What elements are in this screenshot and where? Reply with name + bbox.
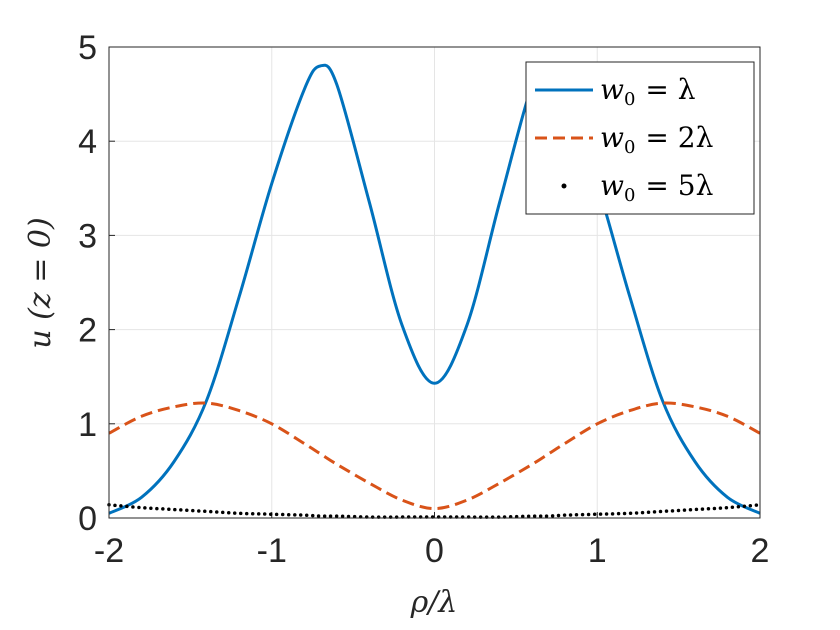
- legend-label-w0-lambda: w0 = λ: [600, 73, 696, 110]
- y-tick-labels: 0 1 2 3 4 5: [78, 29, 97, 538]
- series-line-1: [108, 401, 761, 511]
- legend-label-w0-5lambda: w0 = 5λ: [600, 169, 713, 206]
- x-tick-label: 2: [751, 532, 770, 570]
- x-tick-label: -2: [94, 532, 124, 570]
- y-tick-label: 3: [78, 217, 97, 255]
- legend: w0 = λ w0 = 2λ w0 = 5λ: [525, 61, 755, 215]
- y-tick-label: 2: [78, 312, 97, 350]
- x-tick-label: -1: [257, 532, 287, 570]
- x-tick-label: 1: [588, 532, 607, 570]
- series-layer: [107, 63, 762, 519]
- y-tick-label: 1: [78, 406, 97, 444]
- x-tick-labels: -2 -1 0 1 2: [94, 532, 770, 570]
- y-tick-label: 4: [78, 123, 97, 161]
- x-tick-label: 0: [425, 532, 444, 570]
- y-tick-label: 0: [78, 500, 97, 538]
- series-line-2: [107, 503, 762, 519]
- x-axis-label: ρ/λ: [410, 585, 458, 620]
- legend-label-w0-2lambda: w0 = 2λ: [600, 121, 713, 158]
- legend-marker-w0-5lambda: [561, 183, 567, 189]
- y-tick-label: 5: [78, 29, 97, 67]
- axes-box: [108, 46, 761, 519]
- series-line-0: [108, 63, 761, 515]
- y-axis-label: u (z = 0): [23, 217, 58, 348]
